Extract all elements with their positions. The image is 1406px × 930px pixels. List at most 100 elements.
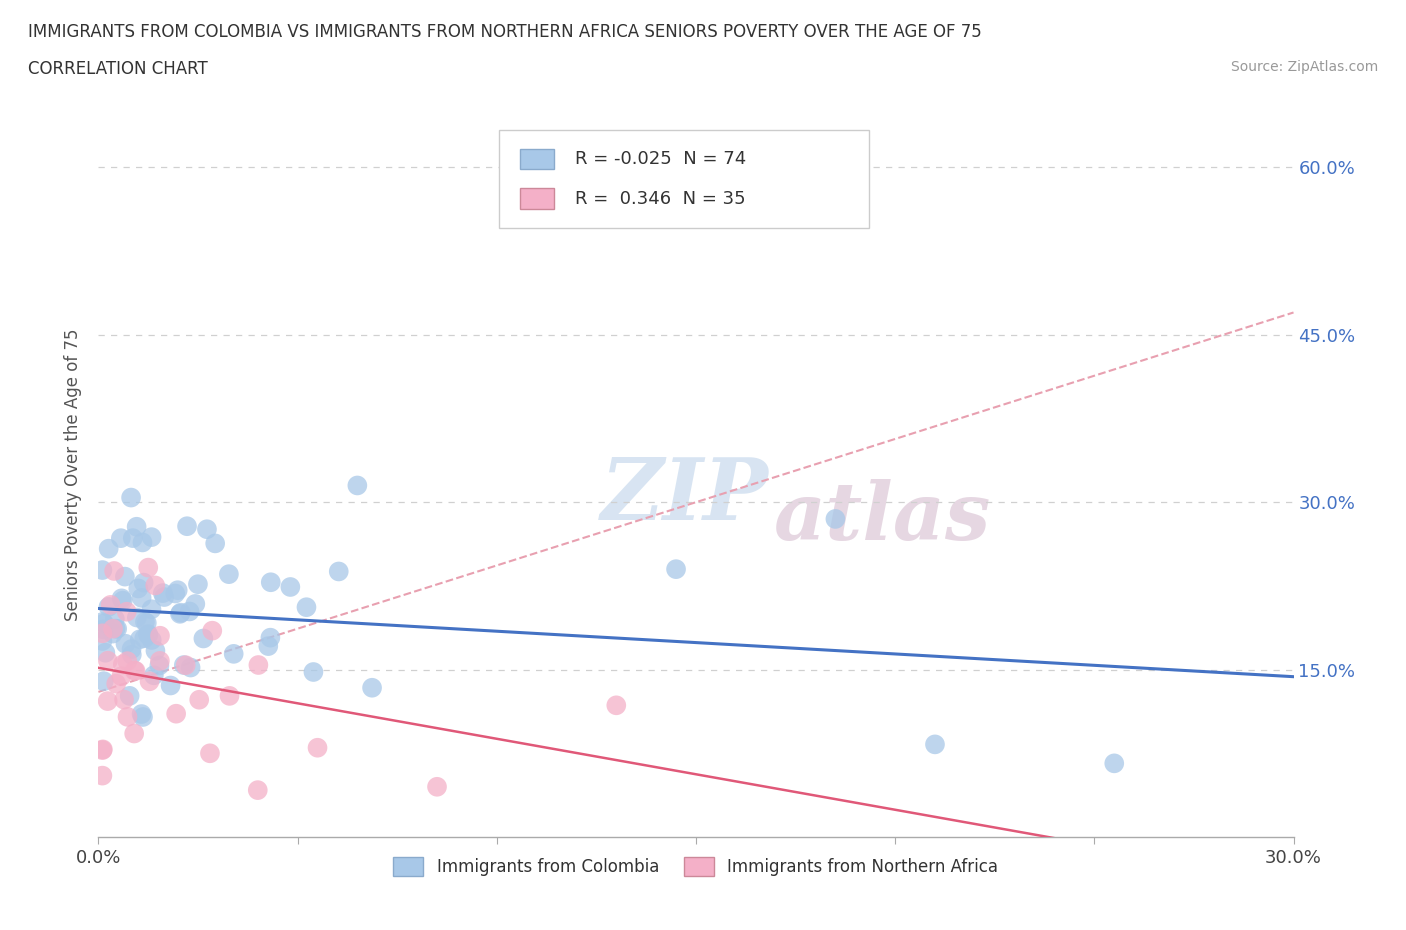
Point xyxy=(132,575,155,590)
Point xyxy=(204,536,226,551)
Point xyxy=(100,597,122,612)
Point xyxy=(247,658,270,672)
Point xyxy=(169,606,191,621)
Point xyxy=(91,563,114,578)
Point xyxy=(149,654,172,669)
Point xyxy=(101,621,124,636)
Point xyxy=(165,706,187,721)
Point xyxy=(125,610,148,625)
Point xyxy=(122,726,145,741)
Point xyxy=(131,535,153,550)
Point xyxy=(174,658,197,672)
Point xyxy=(188,692,211,707)
Point xyxy=(104,611,127,626)
Point xyxy=(121,647,143,662)
FancyBboxPatch shape xyxy=(520,189,554,209)
Point xyxy=(97,694,120,709)
Point xyxy=(165,586,187,601)
Point xyxy=(103,564,125,578)
Point xyxy=(110,669,132,684)
Point xyxy=(97,653,120,668)
Y-axis label: Seniors Poverty Over the Age of 75: Seniors Poverty Over the Age of 75 xyxy=(65,328,83,620)
Point xyxy=(110,531,132,546)
Text: R = -0.025  N = 74: R = -0.025 N = 74 xyxy=(575,150,747,167)
Point xyxy=(346,478,368,493)
Point xyxy=(138,674,160,689)
Point xyxy=(114,569,136,584)
Point xyxy=(141,632,163,647)
Point xyxy=(134,631,156,645)
Point xyxy=(131,707,153,722)
Point xyxy=(170,605,193,620)
Point xyxy=(91,633,114,648)
Text: Source: ZipAtlas.com: Source: ZipAtlas.com xyxy=(1230,60,1378,74)
Point xyxy=(136,628,159,643)
Point xyxy=(218,688,240,703)
Point xyxy=(259,631,281,645)
Point xyxy=(93,673,115,688)
Point xyxy=(112,692,135,707)
Point xyxy=(105,676,128,691)
Point xyxy=(173,658,195,672)
Point xyxy=(105,621,128,636)
Point xyxy=(91,742,114,757)
Point xyxy=(605,698,627,712)
Point xyxy=(924,737,946,751)
Point xyxy=(222,646,245,661)
Point xyxy=(111,657,134,671)
Point xyxy=(118,688,141,703)
Point xyxy=(91,626,114,641)
Point xyxy=(131,591,153,605)
Point xyxy=(198,746,221,761)
Point xyxy=(295,600,318,615)
Point xyxy=(91,743,114,758)
Point xyxy=(260,575,283,590)
Point xyxy=(104,621,127,636)
Point xyxy=(426,779,449,794)
Point xyxy=(152,586,174,601)
Point xyxy=(180,660,202,675)
Point xyxy=(114,636,136,651)
Point xyxy=(127,581,149,596)
Point xyxy=(187,577,209,591)
Point xyxy=(128,631,150,646)
Point xyxy=(141,530,163,545)
Point xyxy=(302,665,325,680)
Point xyxy=(136,627,159,642)
Point xyxy=(195,522,218,537)
Text: atlas: atlas xyxy=(773,479,991,556)
Text: ZIP: ZIP xyxy=(600,455,768,538)
Point xyxy=(246,783,269,798)
Point xyxy=(145,644,167,658)
Point xyxy=(201,623,224,638)
Point xyxy=(218,566,240,581)
Point xyxy=(166,583,188,598)
Point xyxy=(328,564,350,578)
Point xyxy=(132,710,155,724)
Point xyxy=(124,663,146,678)
Text: CORRELATION CHART: CORRELATION CHART xyxy=(28,60,208,78)
Point xyxy=(117,710,139,724)
Point xyxy=(143,578,166,593)
FancyBboxPatch shape xyxy=(499,130,869,228)
Point xyxy=(125,519,148,534)
Point xyxy=(824,512,846,526)
Point xyxy=(121,531,143,546)
FancyBboxPatch shape xyxy=(520,149,554,169)
Point xyxy=(120,490,142,505)
Text: R =  0.346  N = 35: R = 0.346 N = 35 xyxy=(575,190,747,207)
Point xyxy=(665,562,688,577)
Point xyxy=(142,668,165,683)
Point xyxy=(121,642,143,657)
Point xyxy=(148,658,170,673)
Point xyxy=(193,631,215,646)
Point xyxy=(97,600,120,615)
Point xyxy=(159,678,181,693)
Point xyxy=(124,663,146,678)
Point xyxy=(111,593,134,608)
Point xyxy=(134,615,156,630)
Point xyxy=(117,654,139,669)
Point xyxy=(97,541,120,556)
Point xyxy=(257,639,280,654)
Point xyxy=(115,604,138,619)
